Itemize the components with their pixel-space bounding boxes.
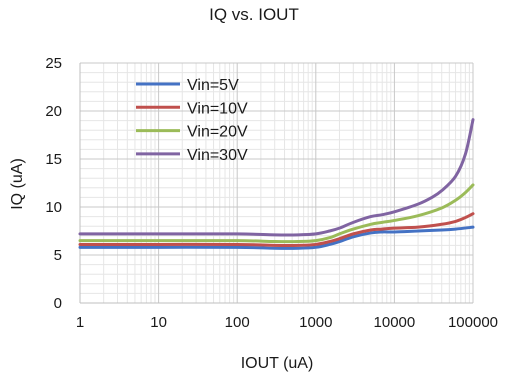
series-line-3 xyxy=(78,183,475,244)
series-line-2 xyxy=(78,212,475,248)
legend-label-3: Vin=20V xyxy=(187,124,248,141)
grid xyxy=(79,62,474,304)
x-tick-label: 100000 xyxy=(448,314,498,331)
legend-label-2: Vin=10V xyxy=(187,100,248,117)
y-tick-label: 5 xyxy=(54,247,62,264)
legend-label-1: Vin=5V xyxy=(187,77,239,94)
chart-title: IQ vs. IOUT xyxy=(209,5,299,24)
series-line-4 xyxy=(78,118,475,237)
x-tick-label: 10 xyxy=(150,314,167,331)
x-tick-label: 10000 xyxy=(374,314,416,331)
x-tick-label: 1000 xyxy=(299,314,332,331)
x-axis-label: IOUT (uA) xyxy=(241,355,314,372)
legend-label-4: Vin=30V xyxy=(187,147,248,164)
series-line-1 xyxy=(78,225,475,250)
x-tick-label: 100 xyxy=(225,314,250,331)
y-tick-label: 0 xyxy=(54,295,62,312)
axes: 1 10 100 1000 10000 100000 0 5 10 15 20 25 xyxy=(45,55,498,331)
y-axis-label: IQ (uA) xyxy=(9,158,26,210)
y-tick-label: 15 xyxy=(45,151,62,168)
legend: Vin=5V Vin=10V Vin=20V Vin=30V xyxy=(136,77,248,164)
y-tick-label: 10 xyxy=(45,199,62,216)
y-tick-label: 20 xyxy=(45,103,62,120)
series-group xyxy=(78,118,475,250)
x-tick-label: 1 xyxy=(76,314,84,331)
y-tick-label: 25 xyxy=(45,55,62,72)
